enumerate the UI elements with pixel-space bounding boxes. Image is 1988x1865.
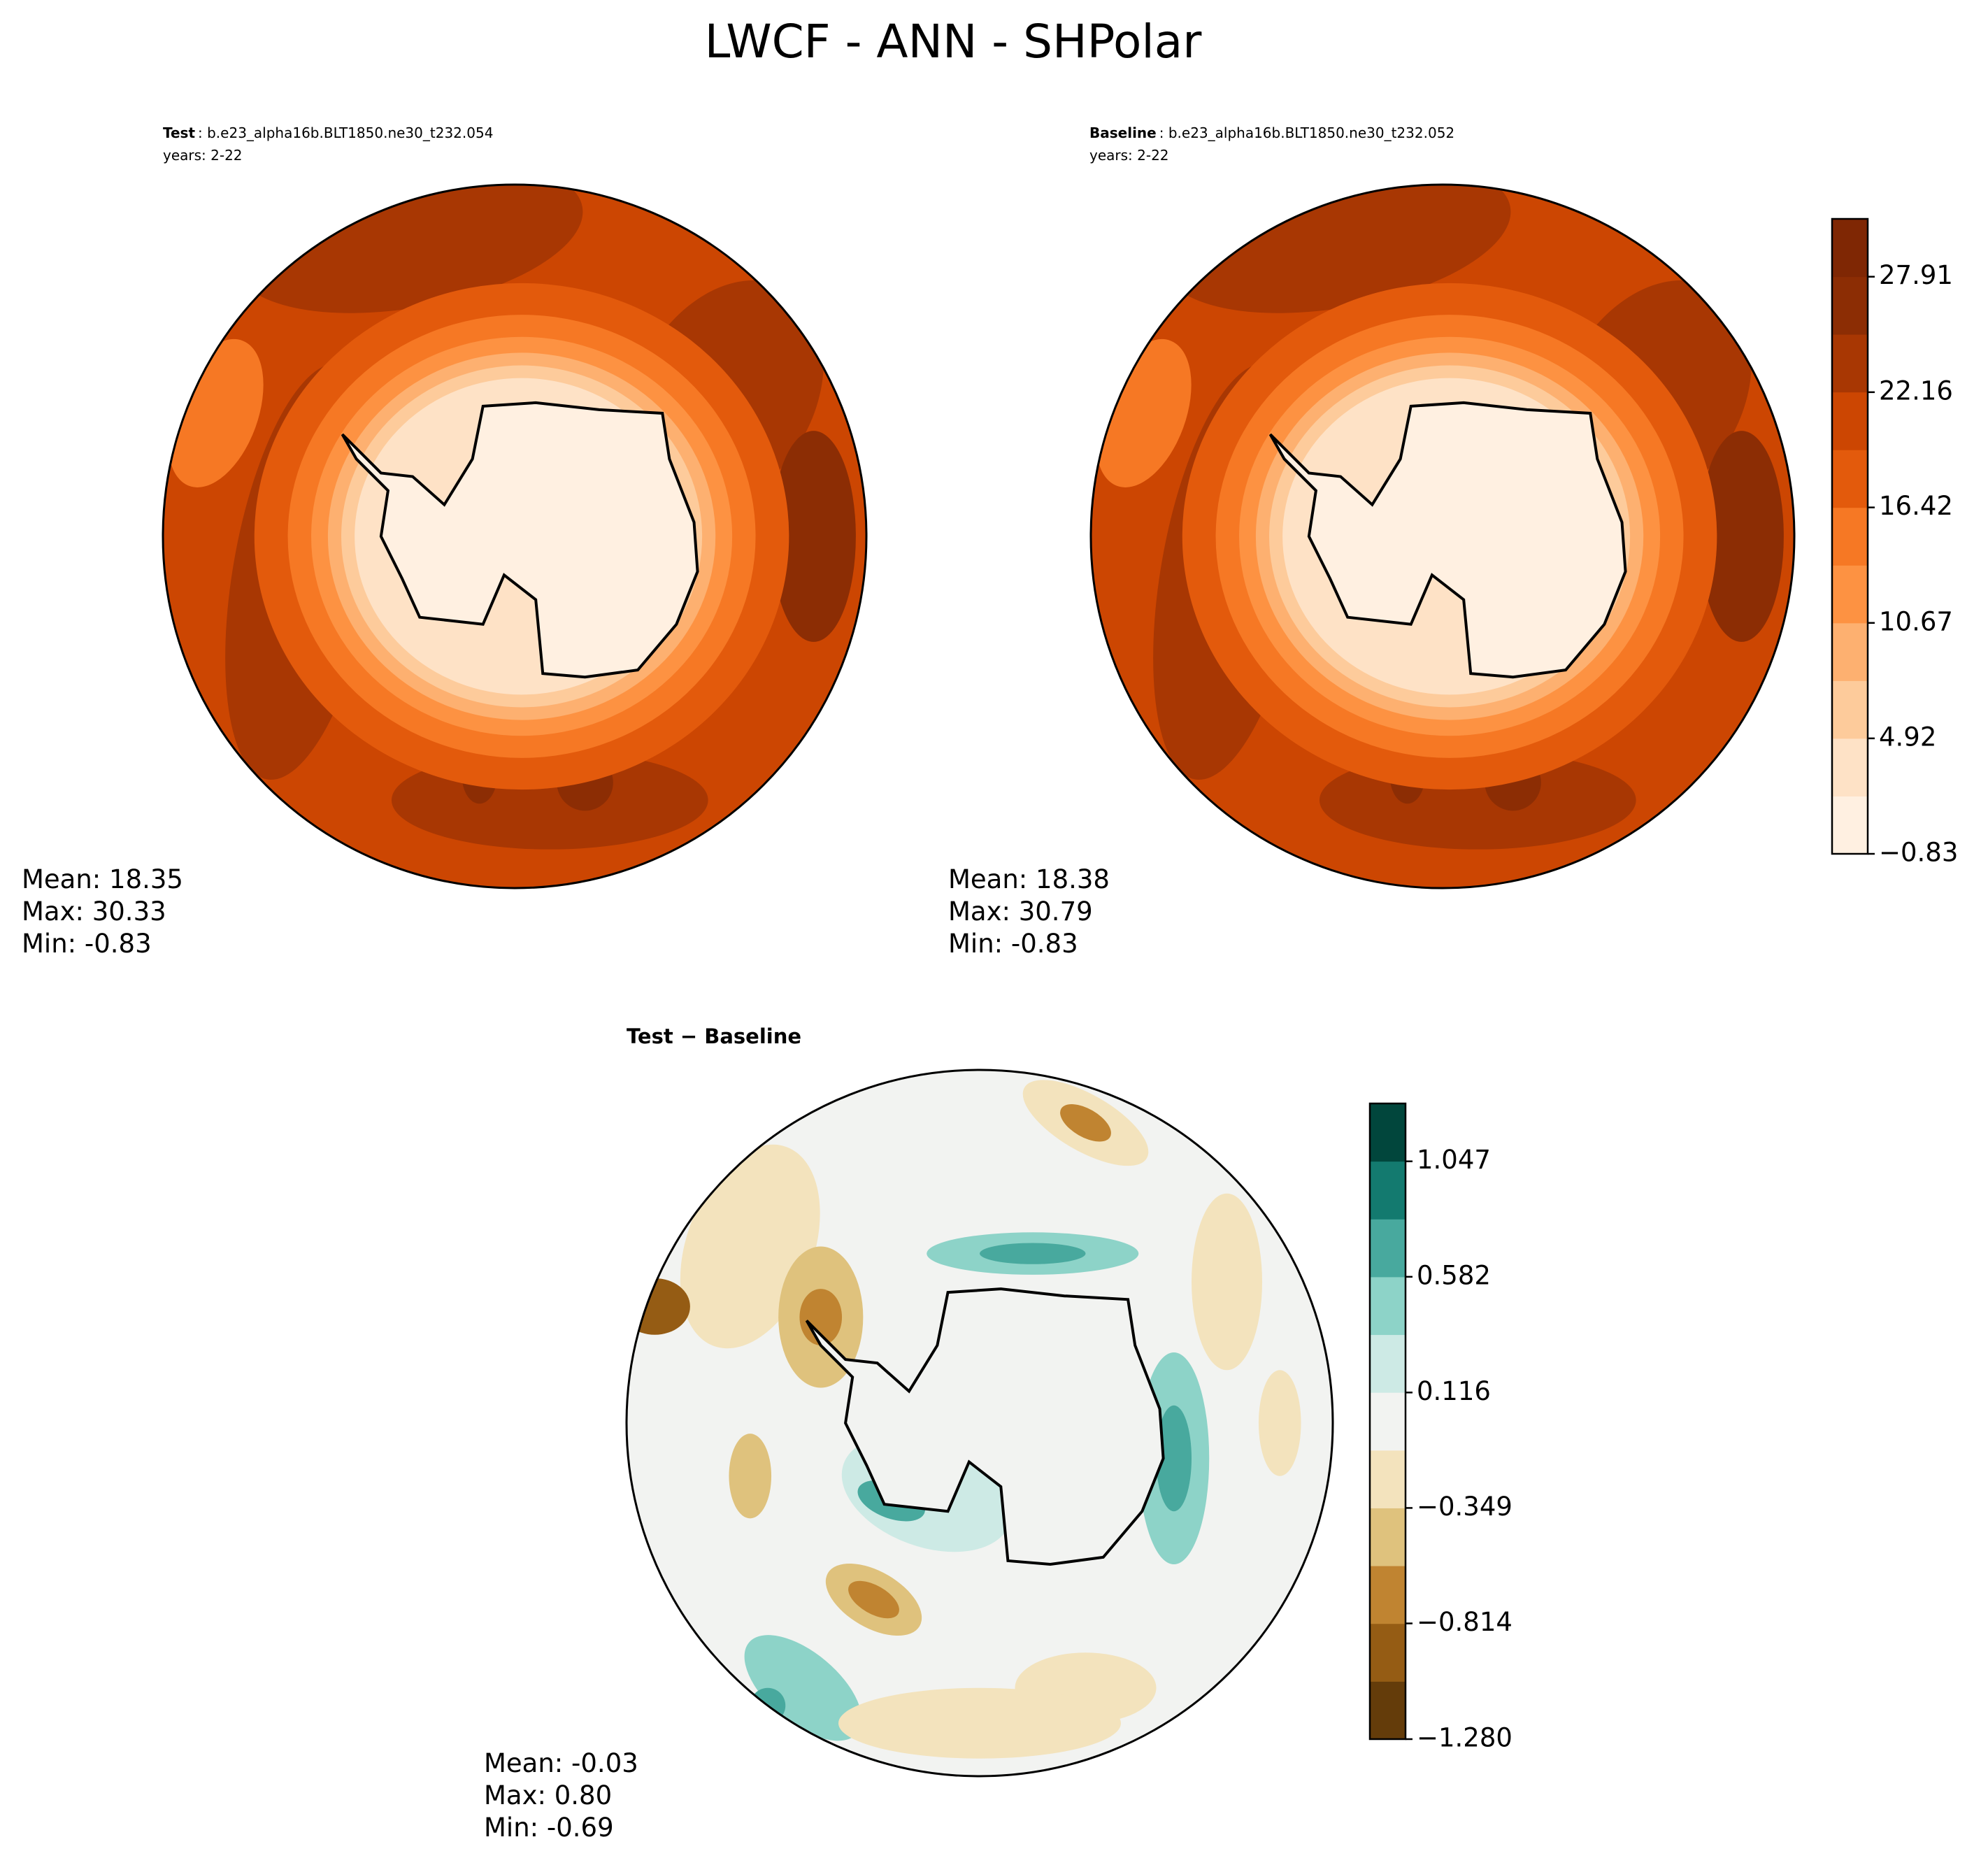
colorbar-band	[1832, 796, 1868, 855]
map-boundary	[1089, 183, 1796, 889]
colorbar-tick-label: 1.047	[1417, 1145, 1491, 1175]
colorbar-frame	[1368, 1102, 1407, 1741]
colorbar-band	[1832, 622, 1868, 681]
stat-line: Max: 30.79	[948, 896, 1093, 927]
contour-region	[1156, 1405, 1192, 1512]
colorbar-band	[1832, 738, 1868, 796]
stat-line: Mean: 18.35	[22, 864, 183, 894]
contour-region	[838, 1687, 1121, 1759]
continent-field	[806, 1289, 1164, 1564]
colorbar-tick-label: −1.280	[1417, 1723, 1513, 1753]
continent-field	[342, 402, 698, 678]
colorbar-band	[1832, 565, 1868, 624]
contour-region	[980, 1243, 1086, 1264]
colorbar-band	[1370, 1450, 1406, 1508]
case-name: : b.e23_alpha16b.BLT1850.ne30_t232.052	[1159, 124, 1454, 141]
colorbar-band	[1370, 1566, 1406, 1624]
colorbar-tick-label: −0.83	[1879, 838, 1958, 868]
colorbar-band	[1832, 680, 1868, 739]
colorbar-band	[1832, 507, 1868, 566]
contour-region	[1060, 1104, 1111, 1142]
contour-region	[1699, 431, 1784, 642]
colorbar-band	[1832, 392, 1868, 450]
map-boundary	[162, 183, 868, 889]
panel-title: Baseline: b.e23_alpha16b.BLT1850.ne30_t2…	[1089, 124, 1454, 141]
colorbar-tick-label: 27.91	[1879, 260, 1953, 290]
years: years: 2-22	[1089, 147, 1169, 164]
colorbar-band	[1370, 1334, 1406, 1393]
contour-region	[744, 1635, 862, 1741]
contour-region	[729, 1434, 772, 1519]
stat-line: Max: 30.33	[22, 896, 166, 927]
colorbar-frame	[1831, 217, 1869, 855]
coastline	[341, 401, 699, 679]
colorbar-band	[1370, 1681, 1406, 1740]
colorbar-band	[1832, 450, 1868, 508]
coastline	[805, 1287, 1165, 1566]
contour-region	[1258, 1370, 1301, 1476]
colorbar-band	[1370, 1219, 1406, 1278]
colorbar-tick-label: 0.582	[1417, 1260, 1491, 1290]
colorbar-band	[1832, 334, 1868, 393]
stat-line: Max: 0.80	[484, 1780, 612, 1810]
colorbar-band	[1832, 219, 1868, 278]
map-field	[1091, 185, 1794, 888]
panel-title: Test − Baseline	[627, 1024, 801, 1048]
panel-title: Test: b.e23_alpha16b.BLT1850.ne30_t232.0…	[163, 124, 493, 141]
colorbar-tick-label: 22.16	[1879, 376, 1953, 406]
map-field	[627, 1070, 1333, 1776]
colorbar-tick-label: 16.42	[1879, 491, 1953, 521]
stat-line: Mean: 18.38	[948, 864, 1110, 894]
colorbar-band	[1370, 1392, 1406, 1451]
contour-region	[799, 1289, 843, 1345]
colorbar-band	[1370, 1508, 1406, 1566]
colorbar-tick-label: 0.116	[1417, 1376, 1491, 1406]
colorbar-band	[1370, 1623, 1406, 1682]
map-boundary	[625, 1069, 1334, 1778]
years: years: 2-22	[163, 147, 243, 164]
colorbar-band	[1370, 1103, 1406, 1162]
contour-region	[1192, 1193, 1262, 1371]
case-name: : b.e23_alpha16b.BLT1850.ne30_t232.054	[198, 124, 493, 141]
colorbar-tick-label: −0.349	[1417, 1492, 1513, 1522]
colorbar-band	[1832, 276, 1868, 335]
coastline	[1268, 401, 1627, 679]
stat-line: Min: -0.69	[484, 1813, 614, 1843]
figure-title: LWCF - ANN - SHPolar	[705, 15, 1203, 69]
panel-label: Test	[163, 124, 195, 141]
stat-line: Min: -0.83	[948, 929, 1078, 959]
colorbar-band	[1370, 1276, 1406, 1336]
contour-region	[771, 431, 856, 642]
colorbar-tick-label: 4.92	[1879, 722, 1936, 752]
contour-region	[848, 1580, 899, 1619]
colorbar-band	[1370, 1161, 1406, 1220]
panel-label: Baseline	[1089, 124, 1157, 141]
colorbar-tick-label: −0.814	[1417, 1607, 1513, 1637]
map-field	[163, 185, 866, 888]
stat-line: Mean: -0.03	[484, 1748, 638, 1778]
continent-field	[1270, 402, 1626, 678]
stat-line: Min: -0.83	[22, 929, 152, 959]
colorbar-tick-label: 10.67	[1879, 606, 1953, 636]
